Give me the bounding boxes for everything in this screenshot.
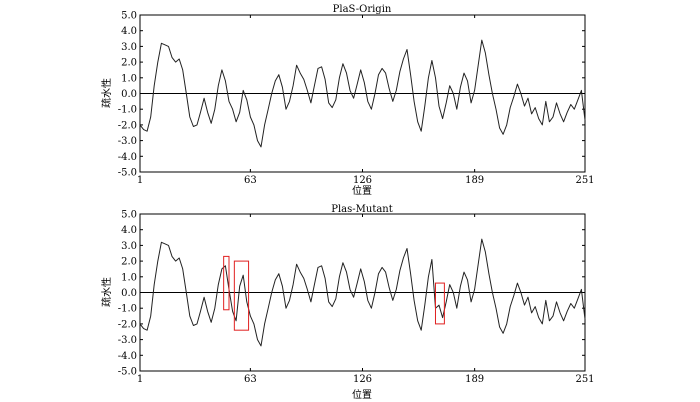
chart-plas-mutant: Plas-Mutant 疏水性 位置 5.0 4.0 3.0 2.0 1.0 0.0 -1.… [100, 204, 595, 401]
x-tick-label: 189 [465, 175, 484, 186]
y-tick-label: -3.0 [118, 335, 137, 346]
y-tick-label: 0.0 [121, 89, 137, 100]
x-tick-label: 63 [244, 374, 257, 385]
y-tick-label: 4.0 [121, 225, 137, 236]
y-tick-label: 4.0 [121, 26, 137, 37]
y-tick-label: 2.0 [121, 257, 137, 268]
y-axis-label: 疏水性 [100, 277, 113, 307]
y-tick-label: -5.0 [118, 168, 137, 179]
y-tick-label: -1.0 [118, 304, 137, 315]
y-tick-label: 3.0 [121, 42, 137, 53]
y-tick-label: -4.0 [118, 351, 137, 362]
y-tick-label: -2.0 [118, 319, 137, 330]
y-tick-label: -1.0 [118, 105, 137, 116]
y-tick-label: -5.0 [118, 367, 137, 378]
chart-plas-origin: PlaS-Origin 疏水性 位置 5.0 4.0 3.0 2.0 1.0 0.0 -1.… [100, 4, 595, 197]
chart-title: PlaS-Origin [333, 4, 392, 15]
y-tick-label: 1.0 [121, 272, 137, 283]
x-tick-label: 189 [465, 374, 484, 385]
hydropathy-series-line [139, 238, 586, 347]
x-axis-label: 位置 [352, 388, 372, 401]
x-tick-label: 1 [137, 374, 143, 385]
mutation-highlight-box [223, 255, 230, 311]
x-tick-label: 126 [353, 374, 372, 385]
x-tick-label: 126 [353, 175, 372, 186]
mutation-highlight-box [233, 260, 250, 331]
x-tick-label: 251 [575, 374, 594, 385]
y-tick-label: -3.0 [118, 136, 137, 147]
x-tick-label: 251 [575, 175, 594, 186]
y-tick-label: 5.0 [121, 11, 137, 22]
x-tick-label: 63 [244, 175, 257, 186]
mutation-highlight-box [434, 282, 445, 325]
y-tick-label: -4.0 [118, 152, 137, 163]
y-tick-label: 0.0 [121, 288, 137, 299]
y-tick-label: 5.0 [121, 210, 137, 221]
y-tick-label: 1.0 [121, 73, 137, 84]
x-axis-label: 位置 [352, 184, 372, 197]
y-tick-label: 3.0 [121, 241, 137, 252]
y-tick-label: -2.0 [118, 120, 137, 131]
chart-title: Plas-Mutant [331, 204, 393, 215]
x-tick-label: 1 [137, 175, 143, 186]
hydropathy-series-line [139, 39, 586, 148]
y-tick-label: 2.0 [121, 58, 137, 69]
y-axis-label: 疏水性 [100, 78, 113, 108]
